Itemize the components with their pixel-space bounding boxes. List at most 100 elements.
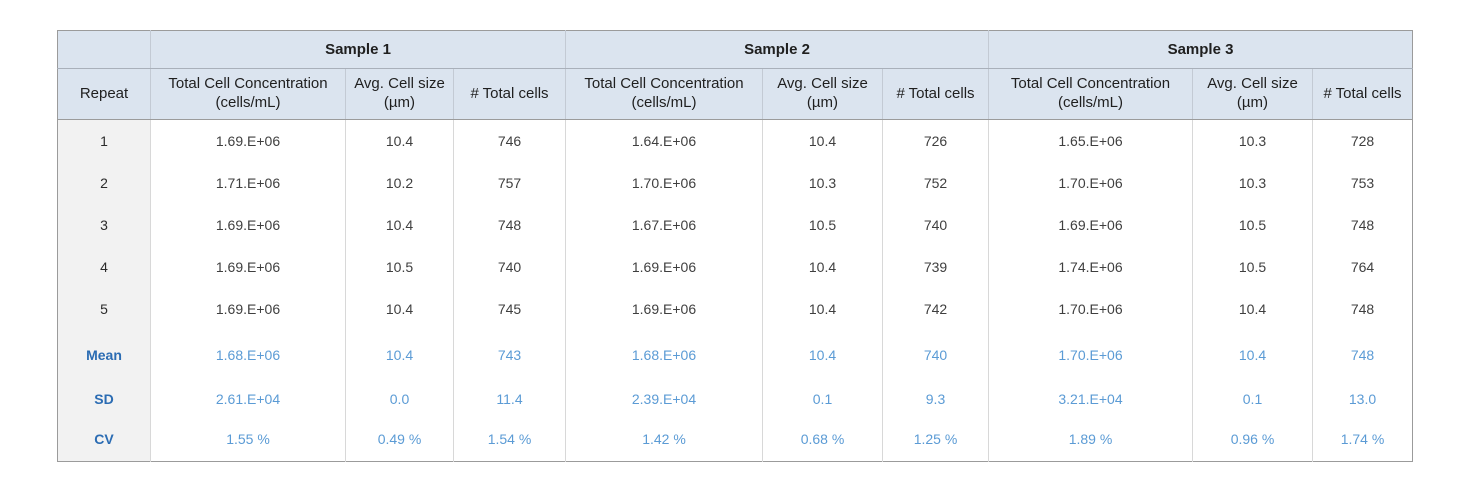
data-cell: 10.4	[762, 119, 883, 162]
data-cell: 764	[1312, 245, 1413, 288]
cell-count-results-table: Sample 1 Sample 2 Sample 3 Repeat Total …	[57, 30, 1413, 462]
data-cell: 0.49 %	[345, 417, 454, 462]
data-cell: 753	[1312, 161, 1413, 204]
data-cell: 748	[1312, 203, 1413, 246]
table-row: 3 1.69.E+06 10.4 748 1.67.E+06 10.5 740 1.69.E+…	[57, 203, 1413, 246]
data-cell: 13.0	[1312, 379, 1413, 418]
data-cell: 10.4	[1192, 329, 1313, 380]
column-header-unit: (µm)	[383, 94, 416, 111]
data-cell: 1.71.E+06	[150, 161, 346, 204]
data-cell: 745	[453, 287, 566, 330]
data-cell: 0.96 %	[1192, 417, 1313, 462]
data-cell: 10.5	[345, 245, 454, 288]
data-cell: 1.70.E+06	[988, 161, 1193, 204]
data-cell: 1.69.E+06	[988, 203, 1193, 246]
data-cell: 1.68.E+06	[150, 329, 346, 380]
data-cell: 1.67.E+06	[565, 203, 763, 246]
column-header-label: # Total cells	[896, 84, 975, 102]
data-cell: 10.3	[1192, 119, 1313, 162]
data-cell: 1.42 %	[565, 417, 763, 462]
data-cell: 1.74.E+06	[988, 245, 1193, 288]
column-header-cell: Avg. Cell size (µm)	[345, 68, 454, 120]
table-body: 1 1.69.E+06 10.4 746 1.64.E+06 10.4 726 1.65.E+…	[57, 119, 1413, 462]
data-cell: 10.5	[1192, 245, 1313, 288]
table-header: Sample 1 Sample 2 Sample 3 Repeat Total …	[57, 30, 1413, 120]
data-cell: 10.5	[1192, 203, 1313, 246]
column-header-cell: Total Cell Concentration (cells/mL)	[988, 68, 1193, 120]
data-cell: 1.65.E+06	[988, 119, 1193, 162]
row-label-cell: 4	[57, 245, 151, 288]
data-cell: 746	[453, 119, 566, 162]
data-cell: 1.64.E+06	[565, 119, 763, 162]
data-cell: 10.4	[1192, 287, 1313, 330]
data-cell: 1.68.E+06	[565, 329, 763, 380]
data-cell: 748	[1312, 329, 1413, 380]
data-cell: 1.69.E+06	[565, 245, 763, 288]
data-cell: 1.55 %	[150, 417, 346, 462]
table-row: 4 1.69.E+06 10.5 740 1.69.E+06 10.4 739 1.74.E+…	[57, 245, 1413, 288]
data-cell: 2.61.E+04	[150, 379, 346, 418]
column-header-label: Avg. Cell size	[354, 75, 445, 93]
data-cell: 10.4	[345, 119, 454, 162]
data-cell: 1.69.E+06	[150, 245, 346, 288]
data-cell: 740	[882, 329, 989, 380]
sample-header-row: Sample 1 Sample 2 Sample 3	[57, 30, 1413, 69]
column-header-row: Repeat Total Cell Concentration (cells/mL…	[57, 68, 1413, 120]
column-header-cell: # Total cells	[1312, 68, 1413, 120]
data-cell: 1.74 %	[1312, 417, 1413, 462]
data-cell: 748	[453, 203, 566, 246]
data-cell: 1.70.E+06	[988, 329, 1193, 380]
data-cell: 726	[882, 119, 989, 162]
data-cell: 2.39.E+04	[565, 379, 763, 418]
table-row: 5 1.69.E+06 10.4 745 1.69.E+06 10.4 742 1.70.E+…	[57, 287, 1413, 330]
column-header-label: Total Cell Concentration	[1010, 75, 1171, 93]
column-header-label: Total Cell Concentration	[168, 75, 328, 93]
data-cell: 10.4	[762, 245, 883, 288]
data-cell: 1.69.E+06	[150, 287, 346, 330]
data-cell: 748	[1312, 287, 1413, 330]
data-cell: 1.70.E+06	[988, 287, 1193, 330]
column-header-cell: Total Cell Concentration (cells/mL)	[150, 68, 346, 120]
data-cell: 10.3	[762, 161, 883, 204]
row-label-cell: 2	[57, 161, 151, 204]
table-row: 2 1.71.E+06 10.2 757 1.70.E+06 10.3 752 1.70.E+…	[57, 161, 1413, 204]
corner-cell	[57, 30, 151, 69]
column-header-unit: (cells/mL)	[631, 94, 697, 111]
row-label-cell: CV	[57, 417, 151, 462]
column-header-unit: (µm)	[806, 94, 839, 111]
data-cell: 740	[453, 245, 566, 288]
column-header-label: # Total cells	[1323, 84, 1402, 102]
table-row: CV 1.55 % 0.49 % 1.54 % 1.42 % 0.68 % 1.25 % 1.…	[57, 417, 1413, 462]
data-cell: 3.21.E+04	[988, 379, 1193, 418]
column-header-label: Avg. Cell size	[777, 75, 868, 93]
data-cell: 752	[882, 161, 989, 204]
row-label-cell: SD	[57, 379, 151, 418]
column-header-unit: (µm)	[1236, 94, 1269, 111]
row-label-cell: 5	[57, 287, 151, 330]
row-label-cell: 1	[57, 119, 151, 162]
row-label-cell: Mean	[57, 329, 151, 380]
column-header-label: Total Cell Concentration	[584, 75, 744, 93]
data-cell: 9.3	[882, 379, 989, 418]
column-header-cell: # Total cells	[453, 68, 566, 120]
data-cell: 10.4	[345, 287, 454, 330]
sample-2-header: Sample 2	[565, 30, 989, 69]
data-cell: 10.4	[762, 329, 883, 380]
data-cell: 742	[882, 287, 989, 330]
data-cell: 1.25 %	[882, 417, 989, 462]
data-cell: 757	[453, 161, 566, 204]
data-cell: 743	[453, 329, 566, 380]
row-label-cell: 3	[57, 203, 151, 246]
data-cell: 10.4	[345, 203, 454, 246]
column-header-unit: (cells/mL)	[1057, 94, 1123, 111]
data-cell: 739	[882, 245, 989, 288]
repeat-column-header: Repeat	[57, 68, 151, 120]
data-cell: 1.54 %	[453, 417, 566, 462]
data-cell: 10.5	[762, 203, 883, 246]
data-cell: 0.0	[345, 379, 454, 418]
data-cell: 11.4	[453, 379, 566, 418]
column-header-label: # Total cells	[470, 84, 549, 102]
column-header-cell: Avg. Cell size (µm)	[1192, 68, 1313, 120]
column-header-cell: Total Cell Concentration (cells/mL)	[565, 68, 763, 120]
